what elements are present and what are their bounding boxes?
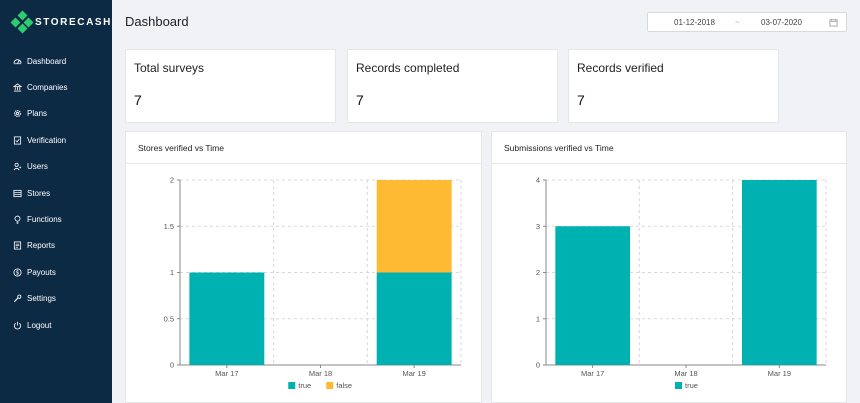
chart-title: Stores verified vs Time [138,143,224,153]
submissions-verified-chart: 0 1 2 3 4 Mar 17 Mar 18 Mar 19 true [536,176,827,390]
chart-card-stores-verified: Stores verified vs Time 0 0.5 1 1.5 2 Mar 17 M… [125,131,482,403]
y-tick-label: 0.5 [164,314,174,323]
sidebar-item-stores[interactable]: Stores [0,180,112,206]
x-tick-label: Mar 17 [581,369,604,378]
bar-true[interactable] [189,272,265,366]
sidebar-item-label: Logout [27,320,52,330]
y-tick-label: 1.5 [164,222,174,231]
sidebar-item-logout[interactable]: Logout [0,312,112,338]
stat-card-records-verified: Records verified 7 [568,49,779,123]
y-tick-label: 2 [170,176,174,185]
sidebar-item-dashboard[interactable]: Dashboard [0,48,112,74]
stat-card-records-completed: Records completed 7 [347,49,558,123]
sidebar: STORECASH Dashboard Companies Plans Veri… [0,0,112,403]
stat-title: Total surveys [134,61,205,75]
sidebar-item-label: Dashboard [27,56,67,66]
stat-title: Records verified [577,61,664,75]
report-icon [13,241,22,250]
dollar-icon: $ [13,268,22,277]
calendar-icon[interactable] [829,18,838,27]
sidebar-item-users[interactable]: Users [0,154,112,180]
storecash-logo-icon [10,10,34,34]
sidebar-item-verification[interactable]: Verification [0,127,112,153]
stat-title: Records completed [356,61,460,75]
sidebar-item-label: Plans [27,109,48,119]
stat-value: 7 [577,92,585,108]
legend-swatch[interactable] [326,382,334,389]
x-tick-label: Mar 19 [402,369,425,378]
x-tick-label: Mar 19 [768,369,791,378]
sidebar-item-settings[interactable]: Settings [0,286,112,312]
y-tick-label: 1 [536,314,540,323]
chart-divider [492,163,846,164]
bar-true[interactable] [742,180,817,365]
sidebar-item-label: Functions [27,215,62,225]
sidebar-item-reports[interactable]: Reports [0,233,112,259]
header: Dashboard 01-12-2018 ~ 03-07-2020 [112,0,860,44]
x-tick-label: Mar 18 [309,369,332,378]
tool-icon [13,294,22,303]
sidebar-item-label: Users [27,162,48,172]
sidebar-item-plans[interactable]: Plans [0,101,112,127]
y-tick-label: 1 [170,268,174,277]
sidebar-nav: Dashboard Companies Plans Verification U… [0,48,112,338]
stores-verified-chart: 0 0.5 1 1.5 2 Mar 17 Mar 18 Mar 19 true false [164,176,462,390]
y-tick-label: 0 [170,361,174,370]
legend-label[interactable]: false [336,381,352,390]
bar-true[interactable] [376,272,452,366]
database-icon [13,189,22,198]
sidebar-item-label: Settings [27,294,56,304]
stat-value: 7 [134,92,142,108]
legend-label[interactable]: true [298,381,311,390]
svg-text:$: $ [16,270,20,276]
sidebar-item-label: Payouts [27,267,56,277]
chart-card-submissions-verified: Submissions verified vs Time 0 1 2 3 4 Mar 17… [491,131,847,403]
bank-icon [13,83,22,92]
stat-card-total-surveys: Total surveys 7 [125,49,336,123]
legend-label[interactable]: true [685,381,698,390]
sidebar-item-functions[interactable]: Functions [0,206,112,232]
sidebar-item-label: Reports [27,241,56,251]
chart-title: Submissions verified vs Time [504,143,614,153]
page-title: Dashboard [125,14,189,29]
file-check-icon [13,136,22,145]
bulb-icon [13,215,22,224]
sidebar-item-payouts[interactable]: $ Payouts [0,259,112,285]
date-end-input[interactable]: 03-07-2020 [761,18,802,27]
chart-divider [126,163,481,164]
sidebar-item-label: Companies [27,83,68,93]
power-icon [13,321,22,330]
bar-false[interactable] [376,180,452,273]
dashboard-icon [13,57,22,66]
y-tick-label: 2 [536,268,540,277]
sidebar-item-label: Verification [27,135,67,145]
y-tick-label: 0 [536,361,540,370]
sidebar-item-label: Stores [27,188,51,198]
legend-swatch[interactable] [288,382,296,389]
users-icon [13,162,22,171]
gear-icon [13,109,22,118]
y-tick-label: 3 [536,222,540,231]
stat-value: 7 [356,92,364,108]
date-separator: ~ [735,18,740,27]
brand-name: STORECASH [34,16,112,28]
x-tick-label: Mar 18 [674,369,697,378]
brand[interactable]: STORECASH [0,0,112,44]
y-tick-label: 4 [536,176,540,185]
date-start-input[interactable]: 01-12-2018 [674,18,715,27]
date-range-picker[interactable]: 01-12-2018 ~ 03-07-2020 [647,12,847,32]
legend-swatch[interactable] [675,382,682,389]
bar-true[interactable] [555,226,630,365]
x-tick-label: Mar 17 [215,369,238,378]
sidebar-item-companies[interactable]: Companies [0,74,112,100]
